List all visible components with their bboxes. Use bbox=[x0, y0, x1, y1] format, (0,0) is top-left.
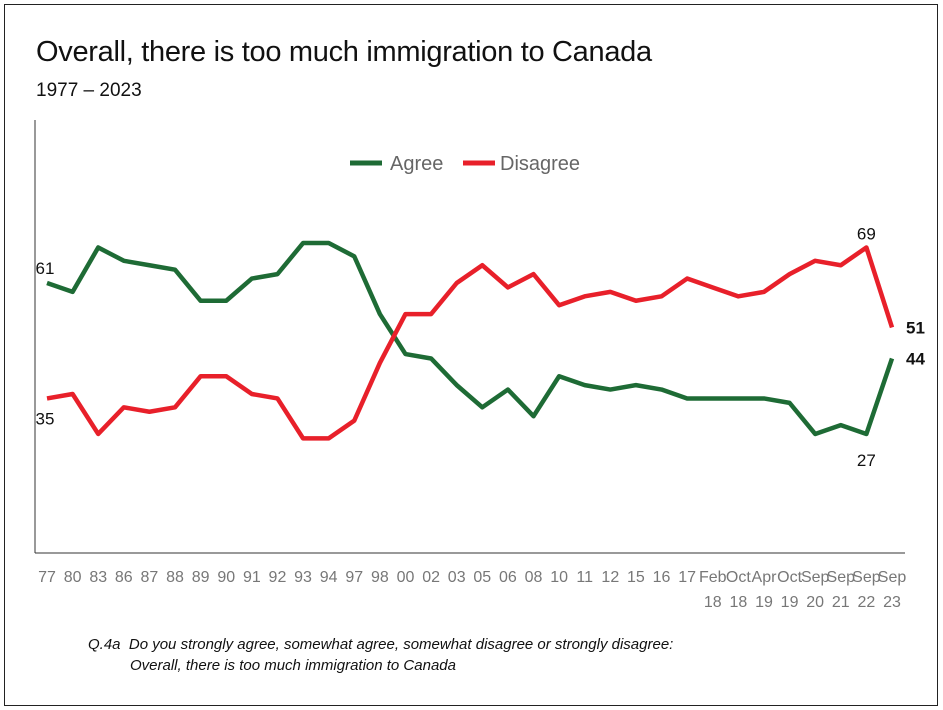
x-tick-label: 91 bbox=[243, 569, 261, 586]
x-tick-label: 88 bbox=[166, 569, 184, 586]
x-tick-label: 86 bbox=[115, 569, 133, 586]
x-tick-label: 93 bbox=[294, 569, 312, 586]
footnote-statement: Overall, there is too much immigration t… bbox=[130, 657, 456, 674]
x-tick-label: Oct bbox=[726, 569, 751, 586]
chart-title: Overall, there is too much immigration t… bbox=[36, 36, 652, 68]
data-label: 69 bbox=[857, 224, 876, 243]
x-tick-label: 23 bbox=[883, 594, 901, 611]
data-label: 51 bbox=[906, 318, 925, 337]
x-tick-label: Oct bbox=[777, 569, 802, 586]
x-tick-label: Feb bbox=[699, 569, 727, 586]
x-tick-label: 90 bbox=[217, 569, 235, 586]
x-tick-label: 17 bbox=[678, 569, 696, 586]
footnote: Q.4a Do you strongly agree, somewhat agr… bbox=[88, 634, 673, 676]
data-label: 27 bbox=[857, 451, 876, 470]
x-tick-label: 08 bbox=[525, 569, 543, 586]
x-tick-label: 94 bbox=[320, 569, 338, 586]
x-tick-label: Sep bbox=[827, 569, 856, 586]
x-tick-label: 18 bbox=[729, 594, 747, 611]
x-tick-label: 05 bbox=[473, 569, 491, 586]
x-tick-label: Sep bbox=[878, 569, 907, 586]
x-tick-label: 92 bbox=[269, 569, 287, 586]
x-tick-label: 15 bbox=[627, 569, 645, 586]
data-label: 35 bbox=[36, 409, 55, 428]
x-tick-label: 06 bbox=[499, 569, 517, 586]
chart-frame bbox=[4, 4, 938, 706]
x-tick-label: 98 bbox=[371, 569, 389, 586]
x-tick-label: 21 bbox=[832, 594, 850, 611]
x-tick-label: Sep bbox=[852, 569, 881, 586]
footnote-code: Q.4a bbox=[88, 636, 121, 653]
x-tick-label: 83 bbox=[89, 569, 107, 586]
footnote-question: Do you strongly agree, somewhat agree, s… bbox=[128, 636, 674, 653]
x-tick-label: 19 bbox=[755, 594, 773, 611]
x-tick-label: 12 bbox=[601, 569, 619, 586]
series-line-agree bbox=[46, 240, 895, 437]
x-tick-label: 16 bbox=[653, 569, 671, 586]
chart-subtitle: 1977 – 2023 bbox=[36, 80, 142, 101]
x-tick-label: 00 bbox=[397, 569, 415, 586]
x-tick-label: 77 bbox=[38, 569, 56, 586]
x-tick-label: 22 bbox=[857, 594, 875, 611]
x-tick-label: 87 bbox=[141, 569, 159, 586]
x-tick-label: 18 bbox=[704, 594, 722, 611]
data-label: 44 bbox=[906, 349, 925, 368]
legend-label-agree: Agree bbox=[390, 153, 443, 175]
data-label: 61 bbox=[36, 259, 55, 278]
x-tick-label: 89 bbox=[192, 569, 210, 586]
x-tick-label: 97 bbox=[345, 569, 363, 586]
x-tick-label: 80 bbox=[64, 569, 82, 586]
legend-label-disagree: Disagree bbox=[500, 153, 580, 175]
x-tick-label: 03 bbox=[448, 569, 466, 586]
x-tick-label: 10 bbox=[550, 569, 568, 586]
x-tick-label: 19 bbox=[781, 594, 799, 611]
x-tick-label: Apr bbox=[752, 569, 778, 586]
x-tick-label: 20 bbox=[806, 594, 824, 611]
x-tick-label: 02 bbox=[422, 569, 440, 586]
x-tick-label: Sep bbox=[801, 569, 830, 586]
series-line-disagree bbox=[46, 245, 895, 441]
x-tick-label: 11 bbox=[576, 569, 593, 586]
